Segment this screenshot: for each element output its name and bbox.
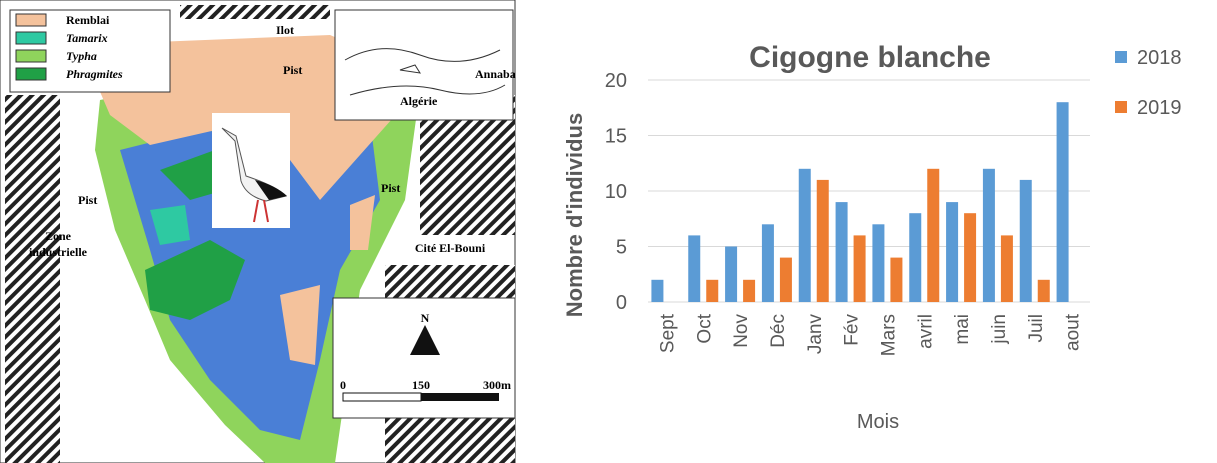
y-tick-label: 20 [605, 70, 627, 92]
legend-swatch [15, 13, 47, 27]
bar [779, 257, 792, 302]
stork-photo [212, 113, 290, 228]
y-tick-label: 5 [616, 237, 627, 259]
map-label: industrielle [29, 245, 88, 259]
inset-map [334, 9, 514, 121]
map-label: Cité El-Bouni [415, 241, 486, 255]
map-label: 0 [340, 378, 346, 392]
x-tick-label: Fév [842, 314, 863, 346]
bar [890, 257, 903, 302]
map: Remblai Tamarix Typha Phragmites Ilot Pist Pis… [0, 0, 516, 463]
map-label: 300m [483, 378, 511, 392]
bar [706, 279, 719, 302]
legend-swatch [1115, 101, 1127, 113]
bar [688, 235, 701, 302]
inset-coast [344, 48, 506, 96]
map-label: 150 [412, 378, 430, 392]
map-label: Pist [381, 181, 400, 195]
bar [872, 224, 885, 302]
bar [1056, 102, 1069, 302]
map-label: Annaba [475, 67, 516, 81]
stork-legs [253, 199, 269, 223]
legend-label: 2019 [1137, 97, 1182, 119]
bar [946, 202, 959, 302]
stork-wing [255, 180, 287, 200]
bar [982, 168, 995, 302]
x-tick-label: juin [989, 314, 1010, 345]
chart: Cigogne blanche Nombre d'individus Mois 0 5 1… [562, 41, 1182, 433]
bar [964, 213, 977, 302]
hatched-area [5, 95, 60, 463]
remblai-area [350, 195, 375, 250]
bar [1037, 279, 1050, 302]
bar [1000, 235, 1013, 302]
bar [798, 168, 811, 302]
bar [816, 179, 829, 302]
map-label: Pist [78, 193, 97, 207]
x-tick-label: Sept [657, 313, 678, 353]
x-tick-label: mai [952, 314, 973, 345]
map-label: Ilot [276, 23, 294, 37]
hatched-area [180, 5, 330, 19]
legend-label: Remblai [66, 13, 110, 27]
x-tick-label: Oct [694, 313, 715, 343]
legend-swatch [15, 49, 47, 63]
north-arrow [410, 325, 440, 355]
stork [221, 127, 287, 202]
x-tick-label: avril [915, 314, 936, 349]
x-tick-label: Déc [768, 314, 789, 348]
legend-label: Phragmites [66, 67, 123, 81]
y-tick-label: 10 [605, 181, 627, 203]
bar [761, 224, 774, 302]
remblai-area [280, 285, 320, 365]
legend-label: Typha [66, 49, 97, 63]
x-tick-label: Mars [878, 314, 899, 356]
bar [651, 279, 664, 302]
bar [909, 213, 922, 302]
bar [1019, 179, 1032, 302]
x-tick-label: aout [1063, 313, 1084, 351]
legend-swatch [15, 31, 47, 45]
bar [927, 168, 940, 302]
x-axis-label: Mois [857, 411, 899, 433]
phragmites-area [160, 150, 225, 200]
bar [853, 235, 866, 302]
bar [725, 246, 738, 302]
bar [835, 202, 848, 302]
map-label: N [421, 311, 430, 325]
legend-label: 2018 [1137, 47, 1182, 69]
y-tick-label: 15 [605, 126, 627, 148]
phragmites-area [145, 240, 245, 320]
x-tick-label: Nov [731, 314, 752, 348]
map-label: Zone [45, 229, 72, 243]
y-tick-label: 0 [616, 292, 627, 314]
scale-bar [342, 392, 422, 402]
x-tick-label: Janv [805, 314, 826, 355]
scale-bar [421, 393, 499, 401]
tamarix-area [150, 205, 190, 245]
bar [743, 279, 756, 302]
map-label: Algérie [400, 94, 438, 108]
y-axis-label: Nombre d'individus [562, 113, 587, 317]
x-tick-label: Juil [1026, 314, 1047, 343]
legend-label: Tamarix [66, 31, 108, 45]
legend-swatch [1115, 51, 1127, 63]
chart-title: Cigogne blanche [749, 41, 991, 74]
legend-swatch [15, 67, 47, 81]
map-label: Pist [283, 63, 302, 77]
